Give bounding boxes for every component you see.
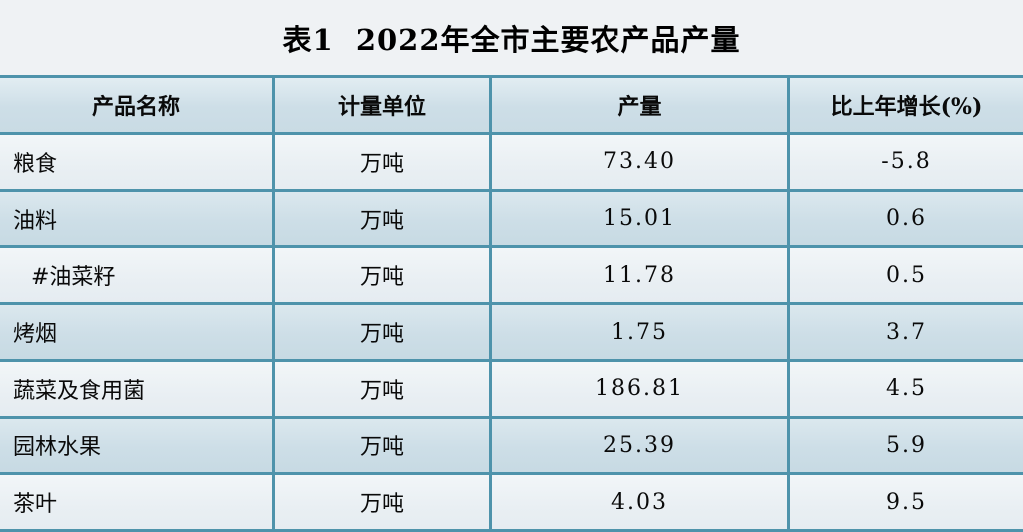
table-row: 粮食 万吨 73.40 -5.8 <box>0 132 1023 189</box>
product-name-cell: 茶叶 <box>13 492 58 518</box>
product-name-cell: 蔬菜及食用菌 <box>13 378 146 404</box>
output-cell: 25.39 <box>489 418 787 473</box>
growth-cell: 0.5 <box>787 248 1023 303</box>
output-cell: 4.03 <box>489 475 787 530</box>
output-cell: 1.75 <box>489 305 787 359</box>
unit-cell: 万吨 <box>272 418 489 473</box>
header-output: 产量 <box>489 78 787 132</box>
product-name-cell: 粮食 <box>13 151 58 177</box>
product-name-cell: 烤烟 <box>13 322 58 348</box>
table-row: 烤烟 万吨 1.75 3.7 <box>0 302 1023 359</box>
table-row: #油菜籽 万吨 11.78 0.5 <box>0 245 1023 303</box>
output-cell: 186.81 <box>489 361 787 416</box>
table-row: 蔬菜及食用菌 万吨 186.81 4.5 <box>0 358 1023 416</box>
table-row: 园林水果 万吨 25.39 5.9 <box>0 415 1023 473</box>
table-title: 表1 2022年全市主要农产品产量 <box>282 22 741 57</box>
header-growth: 比上年增长(%) <box>787 78 1023 132</box>
product-name-cell: 园林水果 <box>13 435 102 461</box>
growth-cell: 3.7 <box>787 305 1023 359</box>
table-header-row: 产品名称 计量单位 产量 比上年增长(%) <box>0 78 1023 132</box>
unit-cell: 万吨 <box>272 135 489 189</box>
table-row: 油料 万吨 15.01 0.6 <box>0 188 1023 246</box>
table-row: 茶叶 万吨 4.03 9.5 <box>0 472 1023 530</box>
unit-cell: 万吨 <box>272 361 489 416</box>
product-name-cell: 油料 <box>13 208 58 234</box>
header-product-name: 产品名称 <box>91 94 180 120</box>
growth-cell: 0.6 <box>787 191 1023 246</box>
output-cell: 73.40 <box>489 135 787 189</box>
growth-cell: 5.9 <box>787 418 1023 473</box>
product-name-cell: #油菜籽 <box>31 265 116 291</box>
header-unit: 计量单位 <box>272 78 489 132</box>
growth-cell: 9.5 <box>787 475 1023 530</box>
growth-cell: 4.5 <box>787 361 1023 416</box>
output-cell: 11.78 <box>489 248 787 303</box>
output-cell: 15.01 <box>489 191 787 246</box>
agricultural-output-table: 产品名称 计量单位 产量 比上年增长(%) 粮食 万吨 73.40 -5.8 油… <box>0 75 1023 532</box>
unit-cell: 万吨 <box>272 305 489 359</box>
unit-cell: 万吨 <box>272 191 489 246</box>
unit-cell: 万吨 <box>272 475 489 530</box>
unit-cell: 万吨 <box>272 248 489 303</box>
growth-cell: -5.8 <box>787 135 1023 189</box>
